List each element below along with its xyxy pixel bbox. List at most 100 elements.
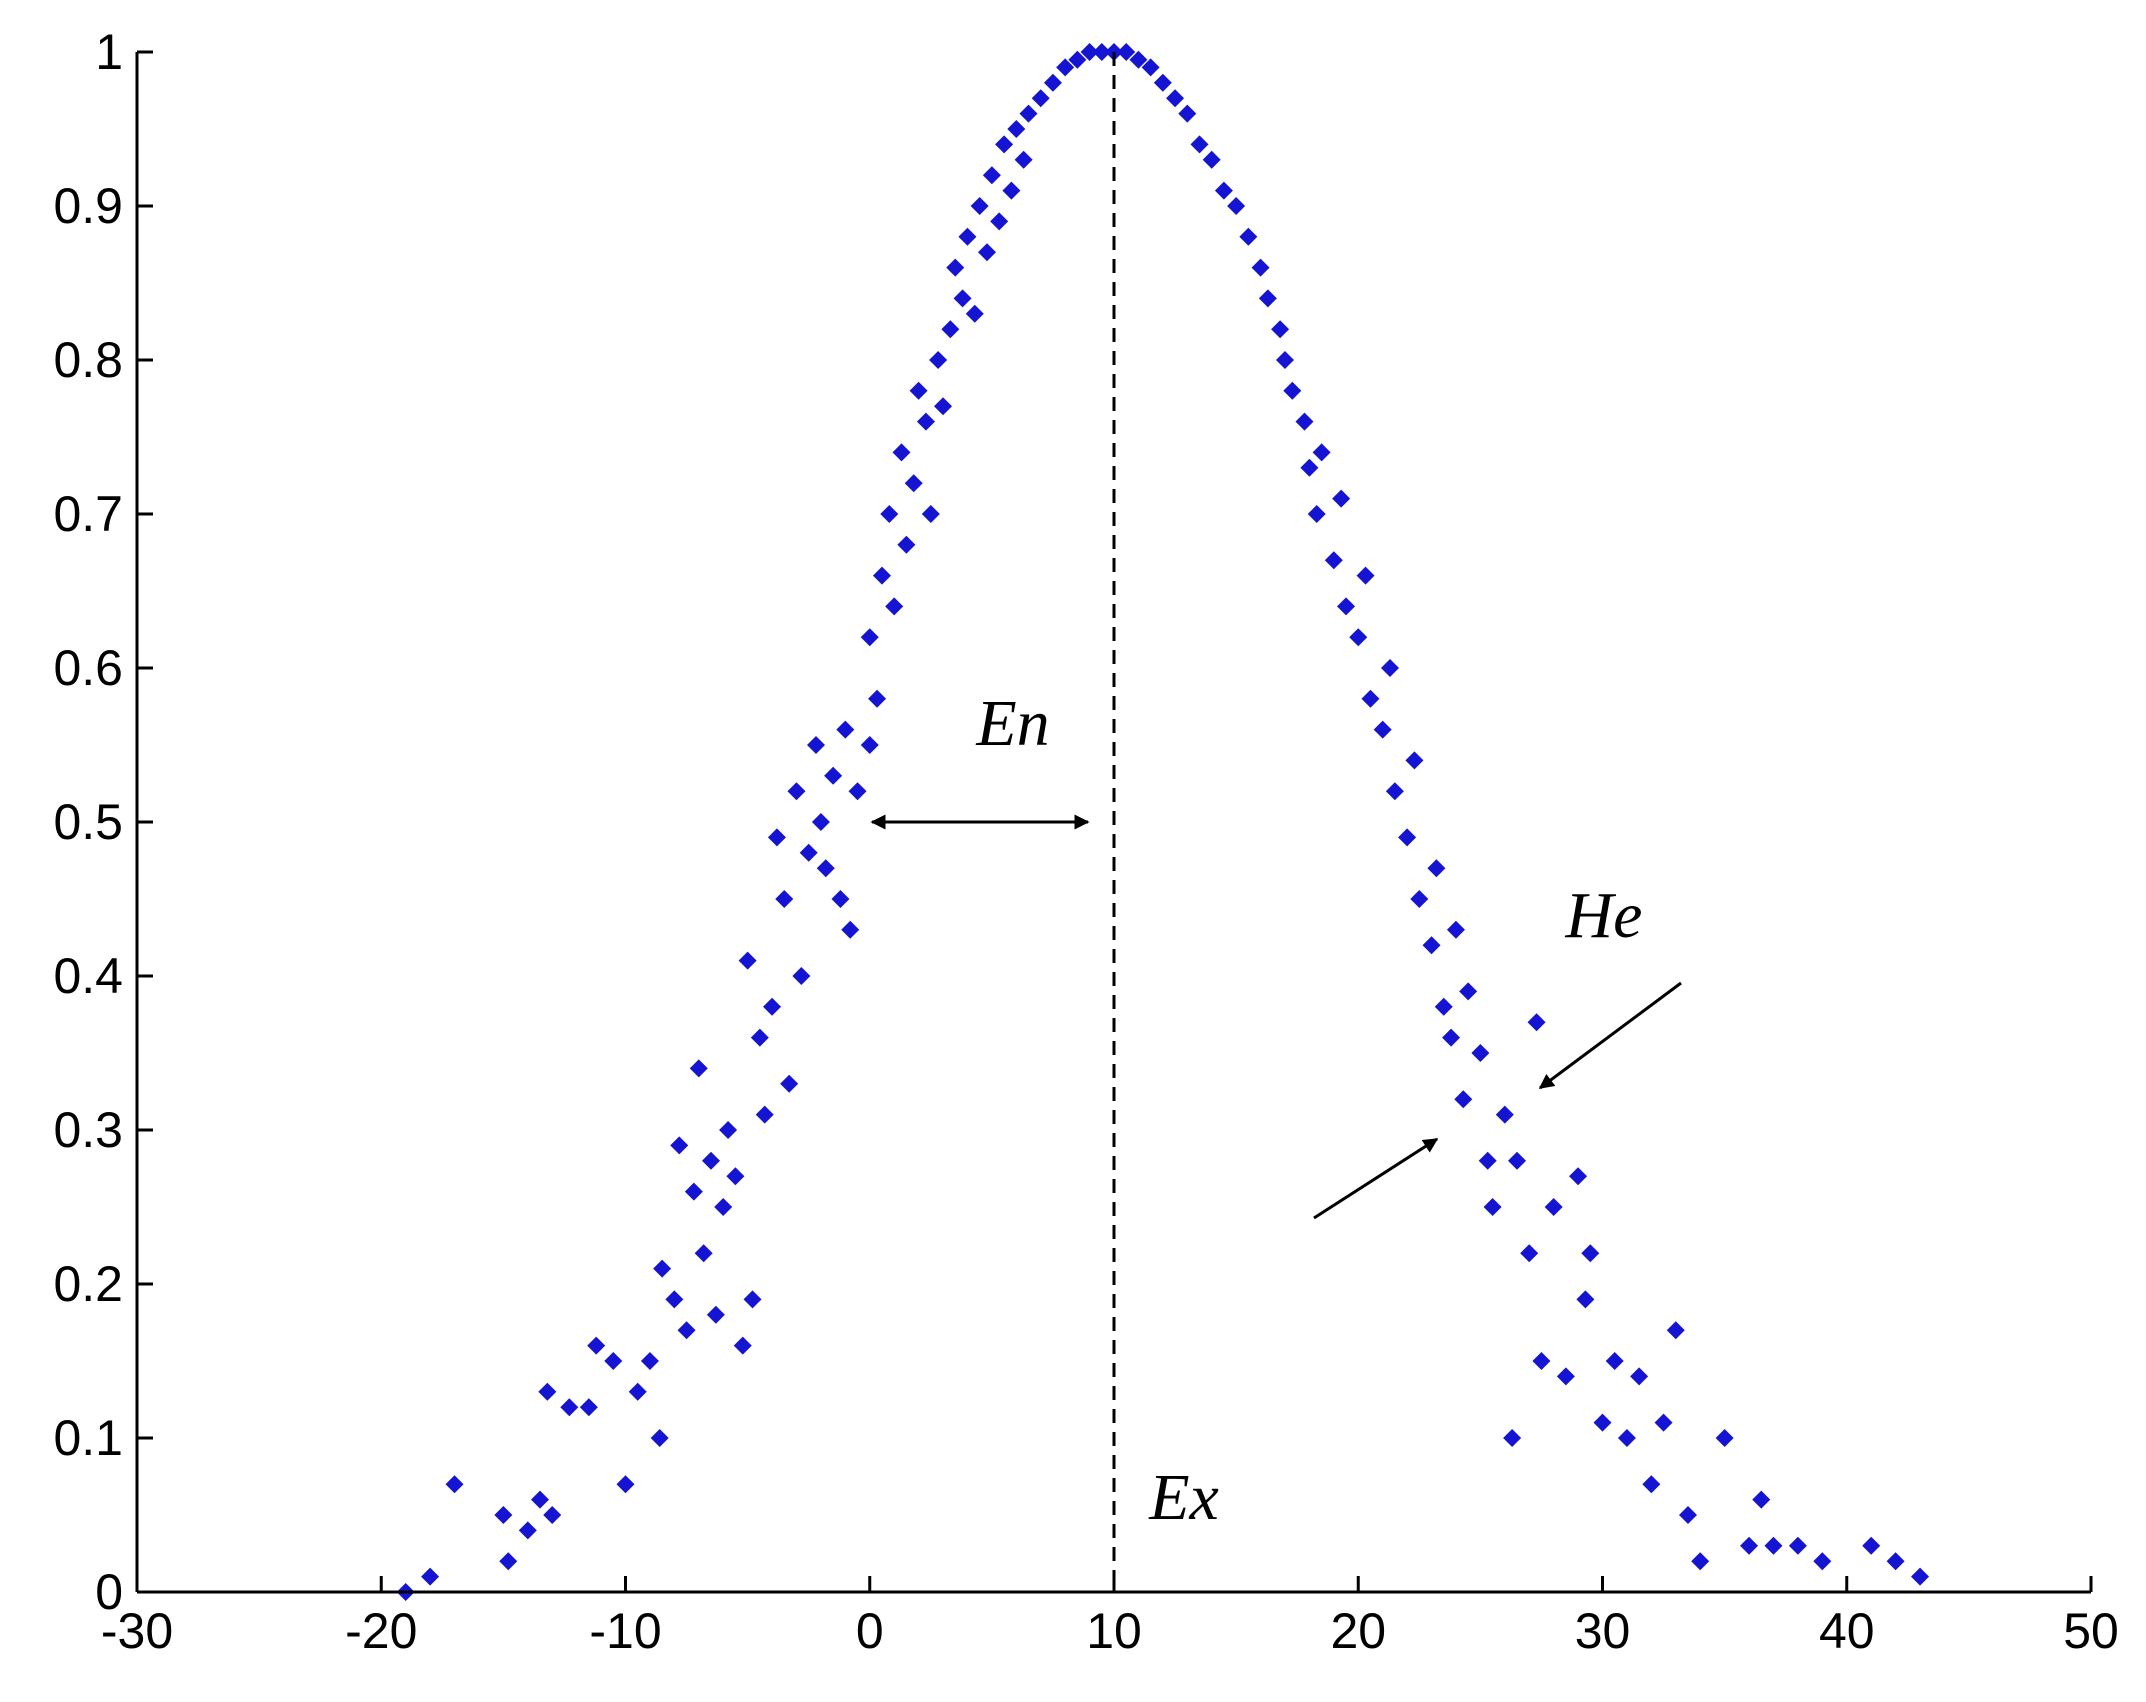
y-tick-label: 0.4 — [53, 948, 123, 1004]
point — [780, 1074, 799, 1093]
point — [719, 1121, 738, 1139]
point — [1251, 258, 1270, 277]
y-tick-label: 0.3 — [53, 1102, 123, 1158]
point — [640, 1352, 659, 1370]
point — [1576, 1290, 1595, 1309]
point — [543, 1506, 562, 1524]
point — [1361, 689, 1380, 708]
point — [1283, 381, 1302, 400]
point — [811, 813, 830, 831]
point — [650, 1429, 669, 1447]
point — [1324, 551, 1343, 570]
point — [1227, 197, 1246, 215]
point — [1214, 181, 1233, 200]
point — [714, 1198, 733, 1216]
point — [1031, 89, 1050, 108]
point — [1508, 1151, 1527, 1170]
y-tick-label: 1 — [95, 24, 123, 80]
point — [1503, 1429, 1522, 1447]
point — [665, 1290, 684, 1309]
plot-area — [396, 43, 1930, 1601]
point — [518, 1521, 537, 1540]
point — [1556, 1367, 1575, 1386]
point — [1092, 43, 1111, 61]
point — [1271, 320, 1290, 339]
point — [670, 1136, 689, 1155]
point — [1080, 43, 1099, 61]
point — [965, 304, 984, 323]
point — [499, 1552, 518, 1571]
annotation: He — [1565, 879, 1643, 952]
point — [1258, 289, 1277, 308]
point — [1813, 1552, 1832, 1571]
point — [1691, 1552, 1710, 1571]
point — [1459, 982, 1478, 1001]
point — [1569, 1167, 1588, 1186]
point — [1581, 1244, 1600, 1263]
point — [755, 1105, 774, 1124]
x-tick-label: 30 — [1575, 1603, 1631, 1659]
point — [1141, 58, 1160, 77]
point — [733, 1336, 752, 1355]
point — [1527, 1013, 1546, 1032]
point — [763, 997, 782, 1016]
point — [897, 535, 916, 554]
point — [1630, 1367, 1649, 1386]
point — [872, 566, 891, 585]
point — [579, 1398, 598, 1417]
he-arrow — [1538, 981, 1682, 1090]
point — [1617, 1429, 1636, 1447]
point — [1666, 1321, 1685, 1340]
point — [1014, 150, 1033, 169]
point — [787, 782, 806, 801]
point — [1202, 150, 1221, 169]
point — [1495, 1105, 1514, 1124]
he-arrow — [1313, 1137, 1439, 1220]
point — [799, 843, 818, 862]
point — [604, 1352, 623, 1370]
point — [1788, 1536, 1807, 1555]
point — [684, 1182, 703, 1201]
point — [880, 505, 899, 523]
point — [1442, 1028, 1461, 1047]
point — [946, 258, 965, 277]
point — [743, 1290, 762, 1309]
point — [921, 505, 940, 523]
point — [909, 381, 928, 400]
point — [775, 890, 794, 908]
point — [1520, 1244, 1539, 1263]
y-tick-label: 0.8 — [53, 332, 123, 388]
point — [587, 1336, 606, 1355]
y-tick-label: 0.9 — [53, 178, 123, 234]
x-tick-label: 20 — [1330, 1603, 1386, 1659]
point — [1862, 1536, 1881, 1555]
point — [628, 1382, 647, 1401]
point — [738, 951, 757, 970]
point — [1678, 1506, 1697, 1524]
point — [807, 736, 826, 754]
point — [953, 289, 972, 308]
point — [860, 736, 879, 754]
point — [1398, 828, 1417, 847]
point — [868, 689, 887, 708]
point — [1385, 782, 1404, 801]
point — [916, 412, 935, 431]
point — [750, 1028, 769, 1047]
point — [689, 1059, 708, 1078]
point — [706, 1305, 725, 1324]
x-tick-label: 0 — [856, 1603, 884, 1659]
point — [848, 782, 867, 801]
point — [792, 967, 811, 985]
point — [1002, 181, 1021, 200]
point — [1129, 50, 1148, 69]
annotation: En — [975, 687, 1049, 760]
point — [445, 1475, 464, 1494]
point — [421, 1567, 440, 1586]
x-tick-label: 10 — [1086, 1603, 1142, 1659]
point — [1337, 597, 1356, 616]
point — [653, 1259, 672, 1278]
point — [531, 1490, 550, 1509]
y-tick-label: 0.5 — [53, 794, 123, 850]
point — [701, 1151, 720, 1170]
point — [1410, 890, 1429, 908]
